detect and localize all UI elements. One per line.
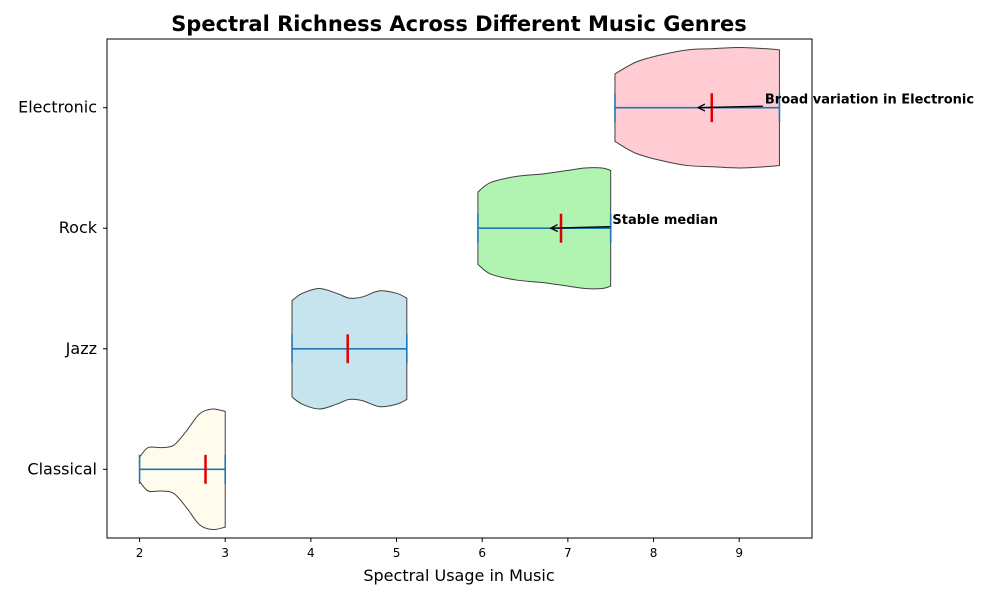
annotation-arrow: [698, 106, 763, 108]
chart-title: Spectral Richness Across Different Music…: [171, 12, 747, 36]
violin-classical: [138, 408, 227, 531]
x-tick-label: 6: [478, 546, 486, 560]
y-tick-label: Rock: [59, 218, 98, 237]
x-axis: 2 3 4 5 6 7 8 9: [136, 538, 743, 560]
y-tick-label: Jazz: [65, 339, 97, 358]
y-tick-label: Classical: [27, 459, 97, 478]
x-tick-label: 2: [136, 546, 144, 560]
x-tick-label: 3: [221, 546, 229, 560]
annotation-text: Stable median: [612, 213, 718, 228]
y-tick-label: Electronic: [18, 98, 97, 117]
annotation-electronic: Broad variation in Electronic: [698, 93, 974, 108]
violin-jazz: [291, 287, 408, 410]
violin-group: [138, 46, 781, 531]
x-tick-label: 7: [564, 546, 572, 560]
violin-electronic: [614, 46, 781, 169]
violin-rock: [477, 167, 612, 290]
y-axis: Classical Jazz Rock Electronic: [18, 98, 107, 478]
annotation-group: Stable median Broad variation in Electron…: [551, 93, 974, 229]
x-tick-label: 5: [393, 546, 401, 560]
x-tick-label: 4: [307, 546, 315, 560]
x-axis-label: Spectral Usage in Music: [363, 566, 554, 585]
annotation-arrow: [551, 227, 611, 229]
annotation-rock: Stable median: [551, 213, 718, 228]
plot-area-frame: [106, 38, 813, 539]
x-tick-label: 8: [650, 546, 658, 560]
x-tick-label: 9: [735, 546, 743, 560]
annotation-text: Broad variation in Electronic: [765, 93, 974, 108]
